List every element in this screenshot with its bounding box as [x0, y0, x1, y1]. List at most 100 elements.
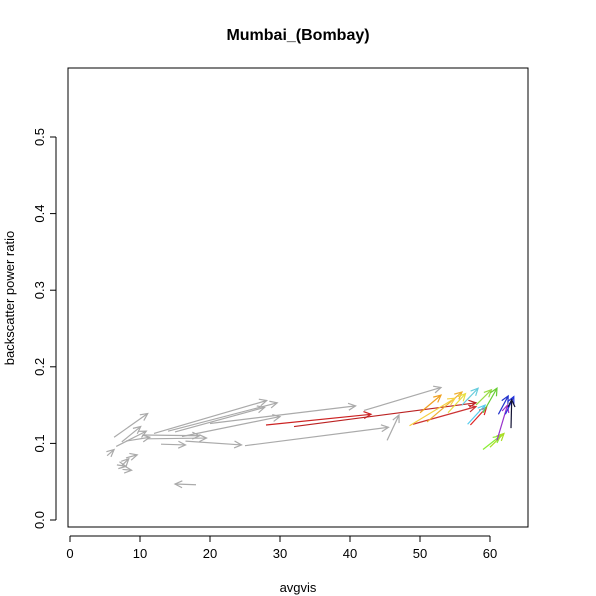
arrow-shaft: [181, 416, 281, 438]
data-arrow: [125, 452, 139, 461]
arrow-head: [106, 448, 116, 458]
arrow-shaft: [412, 406, 477, 425]
y-axis: 0.0 0.1 0.2 0.3 0.4 0.5: [32, 128, 57, 529]
arrow-shaft: [209, 405, 356, 425]
arrow-head: [457, 392, 467, 402]
data-arrow: [121, 425, 142, 443]
arrow-shaft: [122, 468, 132, 471]
arrow-head: [198, 434, 208, 443]
x-tick-label: 20: [203, 546, 217, 561]
arrow-head: [433, 394, 443, 403]
plot-frame: [67, 67, 529, 528]
arrow-head: [490, 387, 498, 397]
arrow-shaft: [174, 406, 265, 433]
arrow-shaft: [363, 386, 442, 412]
arrow-shaft: [121, 426, 142, 443]
data-arrow: [106, 448, 116, 458]
data-arrow: [409, 397, 457, 427]
y-axis-label: backscatter power ratio: [2, 231, 17, 365]
data-arrow: [467, 404, 487, 425]
arrow-head: [507, 395, 515, 405]
arrow-shaft: [106, 449, 115, 457]
data-arrow: [153, 398, 269, 435]
x-tick-label: 10: [133, 546, 147, 561]
data-arrow: [475, 388, 493, 406]
x-tick-label: 40: [343, 546, 357, 561]
data-arrow: [185, 440, 243, 449]
arrow-head: [501, 403, 510, 414]
arrow-head: [392, 413, 400, 424]
x-axis-label: avgvis: [280, 580, 317, 595]
y-tick-label: 0.1: [32, 434, 47, 452]
data-arrow: [173, 480, 197, 489]
arrow-head: [454, 391, 464, 400]
data-arrow: [426, 391, 464, 423]
data-arrow: [496, 403, 510, 441]
arrow-shaft: [461, 387, 479, 406]
arrow-head: [470, 387, 480, 397]
arrow-shaft: [146, 437, 207, 440]
data-arrow: [504, 395, 515, 415]
y-tick-label: 0.5: [32, 128, 47, 146]
y-tick-label: 0.2: [32, 358, 47, 376]
arrow-shaft: [409, 397, 456, 427]
arrow-head: [468, 404, 478, 413]
arrow-head: [256, 405, 266, 414]
arrow-head: [233, 440, 243, 449]
arrow-head: [121, 457, 130, 467]
arrow-shaft: [125, 454, 138, 459]
arrow-shaft: [174, 483, 197, 486]
arrow-head: [433, 385, 443, 394]
x-tick-label: 0: [66, 546, 73, 561]
data-arrow: [363, 385, 443, 412]
x-tick-label: 50: [413, 546, 427, 561]
data-arrow: [386, 413, 400, 441]
data-arrow: [113, 412, 149, 438]
arrow-head: [123, 465, 133, 474]
arrow-shaft: [115, 430, 147, 447]
data-arrow: [461, 387, 480, 406]
arrow-head: [173, 480, 183, 489]
data-arrow: [174, 405, 266, 433]
arrow-shaft: [167, 402, 278, 432]
data-arrow: [507, 398, 516, 429]
y-tick-label: 0.4: [32, 205, 47, 223]
arrow-shaft: [185, 440, 242, 446]
arrow-shaft: [116, 464, 127, 467]
data-arrow: [482, 387, 498, 414]
arrow-shaft: [510, 399, 513, 429]
arrow-head: [258, 398, 269, 407]
arrow-shaft: [125, 436, 150, 442]
arrow-series: [106, 385, 516, 489]
arrow-shaft: [496, 404, 509, 441]
arrow-shaft: [244, 426, 389, 447]
y-tick-label: 0.3: [32, 281, 47, 299]
arrow-shaft: [467, 404, 486, 425]
data-arrow: [244, 424, 390, 447]
data-arrow: [209, 402, 357, 425]
x-axis: 0 10 20 30 40 50 60: [66, 535, 497, 561]
arrow-shaft: [482, 387, 498, 414]
arrow-head: [269, 400, 279, 409]
arrow-shaft: [113, 413, 149, 438]
x-tick-label: 60: [483, 546, 497, 561]
data-arrow: [122, 465, 133, 474]
arrow-head: [129, 452, 139, 461]
y-tick-label: 0.0: [32, 511, 47, 529]
arrow-shaft: [265, 413, 372, 426]
arrow-shaft: [504, 396, 515, 415]
arrow-shaft: [386, 414, 400, 441]
arrow-head: [492, 434, 502, 444]
arrow-head: [139, 412, 149, 421]
data-arrow: [167, 400, 279, 432]
arrow-head: [477, 404, 487, 413]
arrow-head: [177, 440, 187, 449]
data-arrow: [412, 404, 478, 425]
arrow-shaft: [475, 389, 492, 406]
arrow-head: [380, 424, 390, 433]
arrow-head: [347, 402, 357, 411]
data-arrow: [146, 434, 208, 443]
arrow-head: [483, 388, 493, 398]
arrow-shaft: [143, 434, 200, 437]
